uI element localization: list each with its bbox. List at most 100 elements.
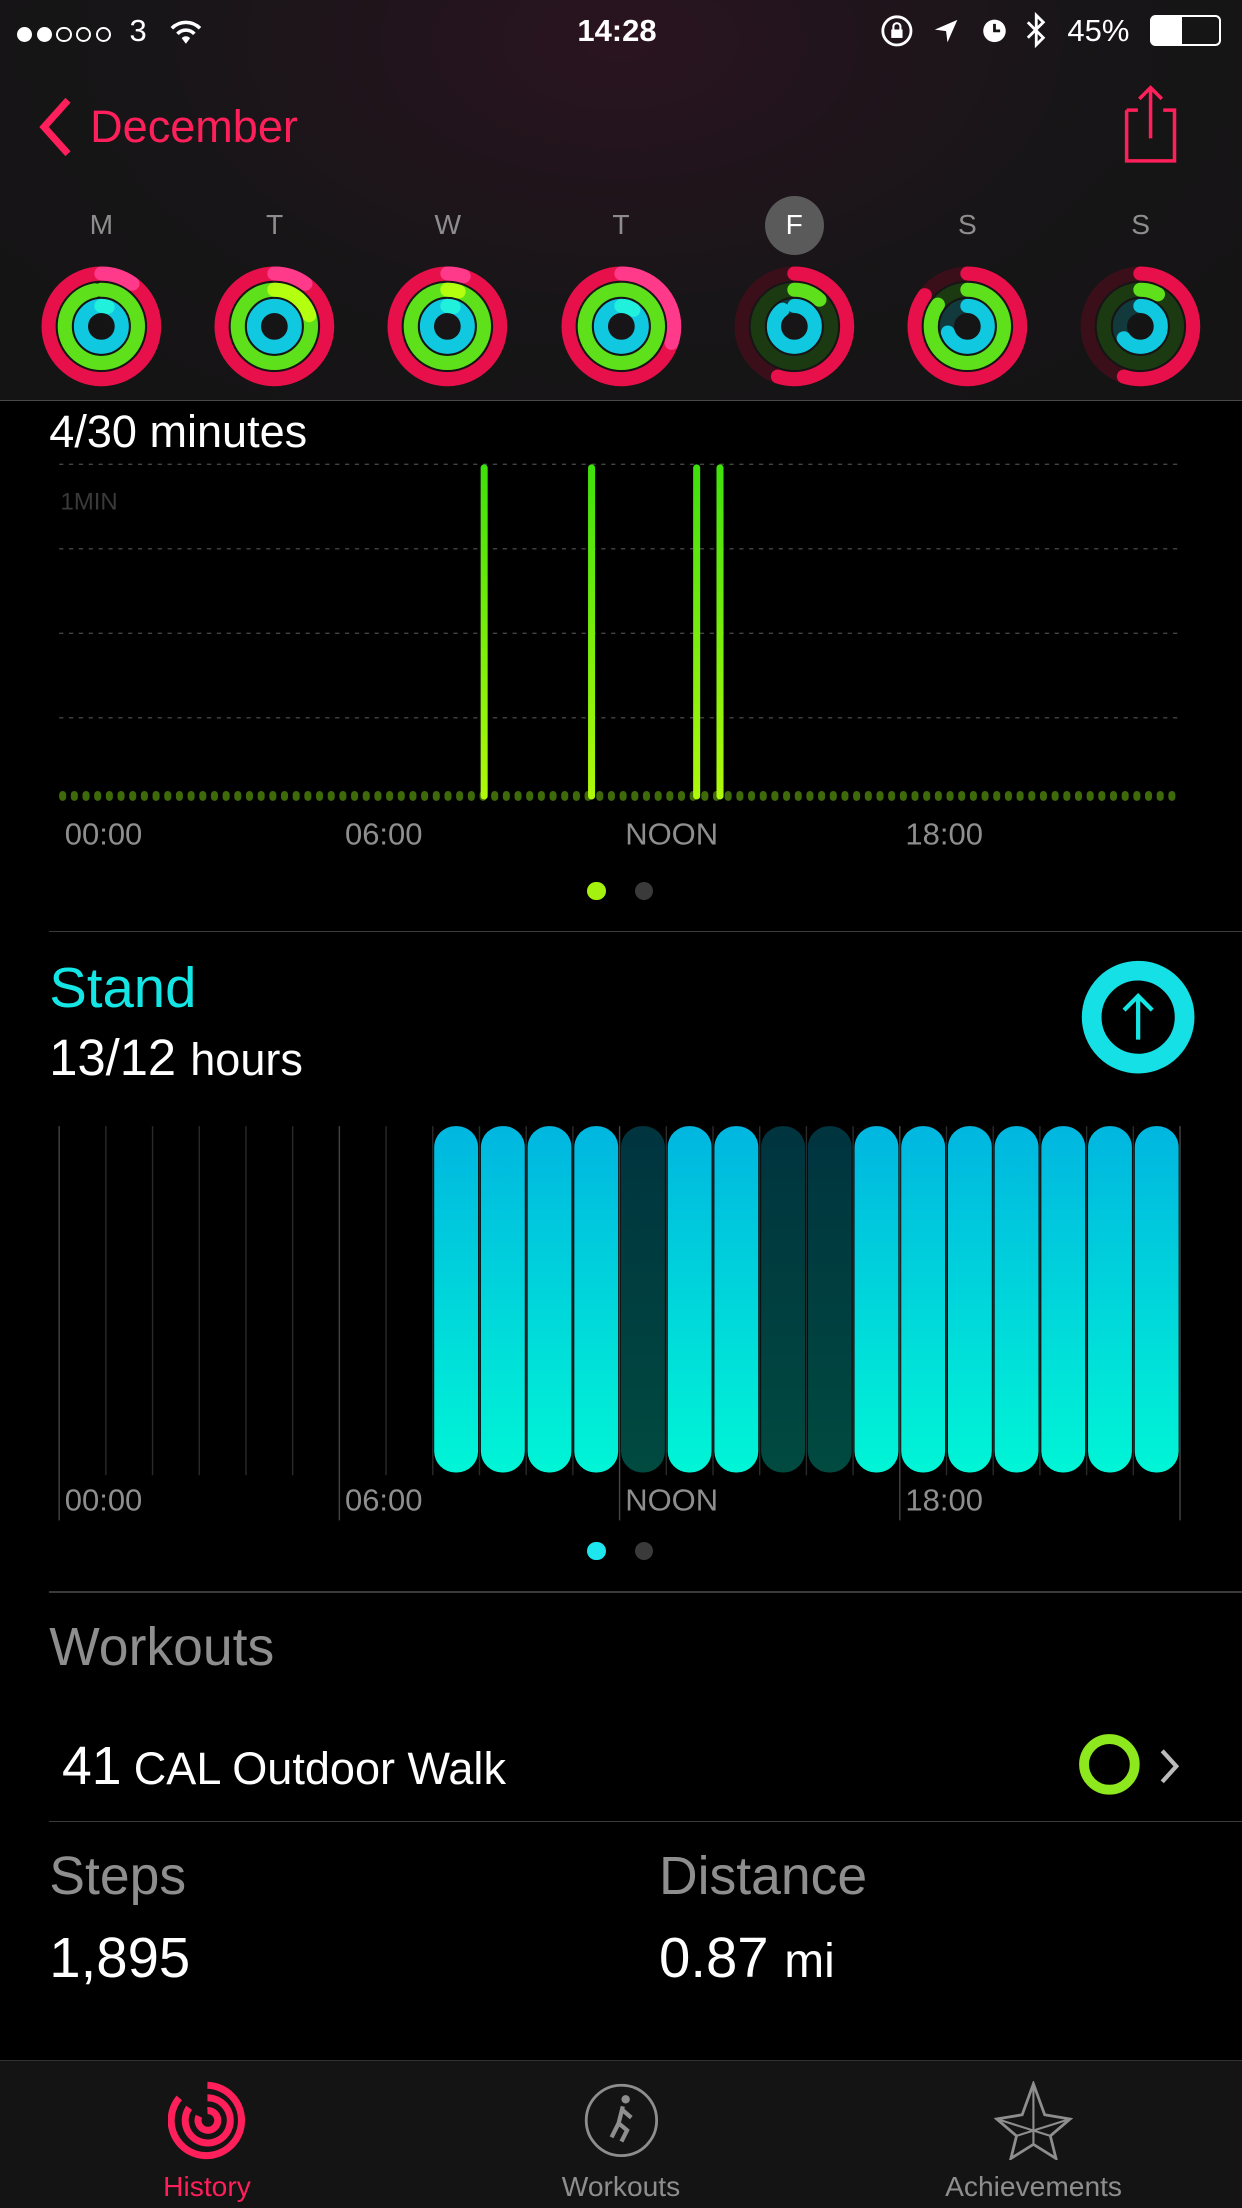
tab-history[interactable]: History — [66, 2061, 348, 2208]
steps-label: Steps — [49, 1847, 187, 1907]
exercise-chart: 1MIN 00:00 06:00 NOON 18:00 — [59, 463, 1181, 852]
baseline-tick — [969, 791, 977, 802]
baseline-tick — [1051, 791, 1059, 802]
share-icon[interactable] — [1121, 82, 1186, 166]
baseline-tick — [888, 791, 896, 802]
baseline-tick — [304, 791, 312, 802]
bluetooth-icon — [1026, 12, 1046, 49]
header: 3 14:28 45% December M T W T F S S — [0, 0, 1242, 402]
stand-bar — [714, 1126, 759, 1473]
exercise-bar — [716, 464, 724, 800]
baseline-tick — [934, 791, 942, 802]
baseline-tick — [923, 791, 931, 802]
carrier: 3 — [129, 12, 147, 48]
exercise-ring — [750, 283, 838, 371]
wifi-icon — [170, 20, 202, 44]
baseline-tick — [677, 791, 686, 802]
rotation-lock-icon — [881, 15, 913, 47]
baseline-tick — [736, 791, 744, 802]
baseline-tick — [94, 791, 102, 802]
workouts-heading: Workouts — [49, 1617, 275, 1677]
baseline-tick — [222, 791, 230, 802]
baseline-tick — [491, 791, 499, 802]
signal-dot — [56, 26, 72, 43]
distance-unit: mi — [784, 1934, 835, 1988]
stand-ring — [247, 299, 303, 355]
divider — [49, 1820, 1242, 1823]
stand-bar — [994, 1126, 1039, 1473]
tab-bar: History Workouts Achievements — [0, 2060, 1242, 2208]
stand-bar — [854, 1126, 899, 1473]
day-5[interactable]: S — [958, 209, 977, 241]
baseline-tick — [129, 791, 137, 802]
baseline-tick — [666, 791, 674, 802]
runner-icon — [584, 2083, 658, 2157]
day-0[interactable]: M — [89, 209, 114, 241]
baseline-tick — [432, 791, 440, 802]
move-ring-overflow — [214, 266, 335, 387]
baseline-tick — [899, 791, 907, 802]
activity-rings-icon[interactable] — [211, 263, 338, 390]
baseline-tick — [1063, 791, 1071, 802]
page-dot[interactable] — [635, 881, 654, 900]
activity-rings-icon[interactable] — [384, 263, 511, 390]
baseline-tick — [1086, 791, 1094, 802]
divider — [49, 1591, 1242, 1593]
activity-rings-icon[interactable] — [558, 263, 685, 390]
y-axis-label: 1MIN — [61, 489, 118, 516]
baseline-tick — [164, 791, 172, 802]
baseline-tick — [117, 791, 125, 802]
baseline-tick — [374, 791, 382, 802]
stand-bar — [480, 1126, 525, 1473]
star-icon — [994, 2080, 1073, 2160]
baseline-tick — [993, 791, 1001, 802]
day-6[interactable]: S — [1131, 209, 1150, 241]
stand-ring — [939, 299, 995, 355]
activity-rings-icon[interactable] — [38, 263, 165, 390]
page-dot-active[interactable] — [587, 881, 606, 900]
baseline-tick — [1156, 791, 1164, 802]
signal-dot — [16, 26, 33, 43]
baseline-tick — [316, 791, 324, 802]
stand-bar-missed — [761, 1126, 805, 1473]
tab-achievements[interactable]: Achievements — [893, 2061, 1175, 2208]
divider — [49, 930, 1242, 933]
x-tick-label: 00:00 — [65, 817, 142, 852]
baseline-tick — [783, 791, 791, 802]
baseline-tick — [502, 791, 510, 802]
baseline-tick — [876, 791, 884, 802]
activity-rings-icon[interactable] — [1077, 263, 1204, 390]
baseline-tick — [70, 791, 78, 802]
stand-arrow-icon — [1081, 960, 1195, 1074]
baseline-tick — [619, 791, 627, 802]
move-ring-overflow — [41, 266, 162, 387]
activity-rings-icon[interactable] — [731, 263, 858, 390]
baseline-tick — [701, 791, 709, 802]
baseline-tick — [654, 791, 662, 802]
day-3[interactable]: T — [612, 209, 630, 241]
baseline-tick — [818, 791, 826, 802]
baseline-tick — [537, 791, 545, 802]
day-1[interactable]: T — [265, 209, 284, 241]
stand-unit: hours — [190, 1033, 303, 1085]
day-2[interactable]: W — [434, 209, 462, 241]
workout-name: Outdoor Walk — [232, 1743, 506, 1795]
baseline-tick — [1168, 791, 1176, 802]
tab-workouts[interactable]: Workouts — [480, 2061, 762, 2208]
baseline-tick — [140, 791, 148, 802]
page-dot-active[interactable] — [587, 1541, 606, 1561]
baseline-tick — [421, 791, 429, 802]
back-button[interactable]: December — [37, 96, 298, 158]
workout-row[interactable]: 41 CAL Outdoor Walk — [0, 1711, 1242, 1821]
baseline-tick — [981, 791, 989, 802]
baseline-tick — [152, 791, 160, 802]
stand-ring — [766, 299, 822, 355]
page-dot[interactable] — [635, 1541, 654, 1561]
baseline-tick — [514, 791, 522, 802]
day-4[interactable]: F — [752, 195, 836, 255]
baseline-tick — [397, 791, 405, 802]
activity-rings-icon[interactable] — [904, 263, 1031, 390]
stand-bar — [434, 1126, 479, 1473]
baseline-tick — [1004, 791, 1012, 802]
baseline-tick — [210, 791, 218, 802]
